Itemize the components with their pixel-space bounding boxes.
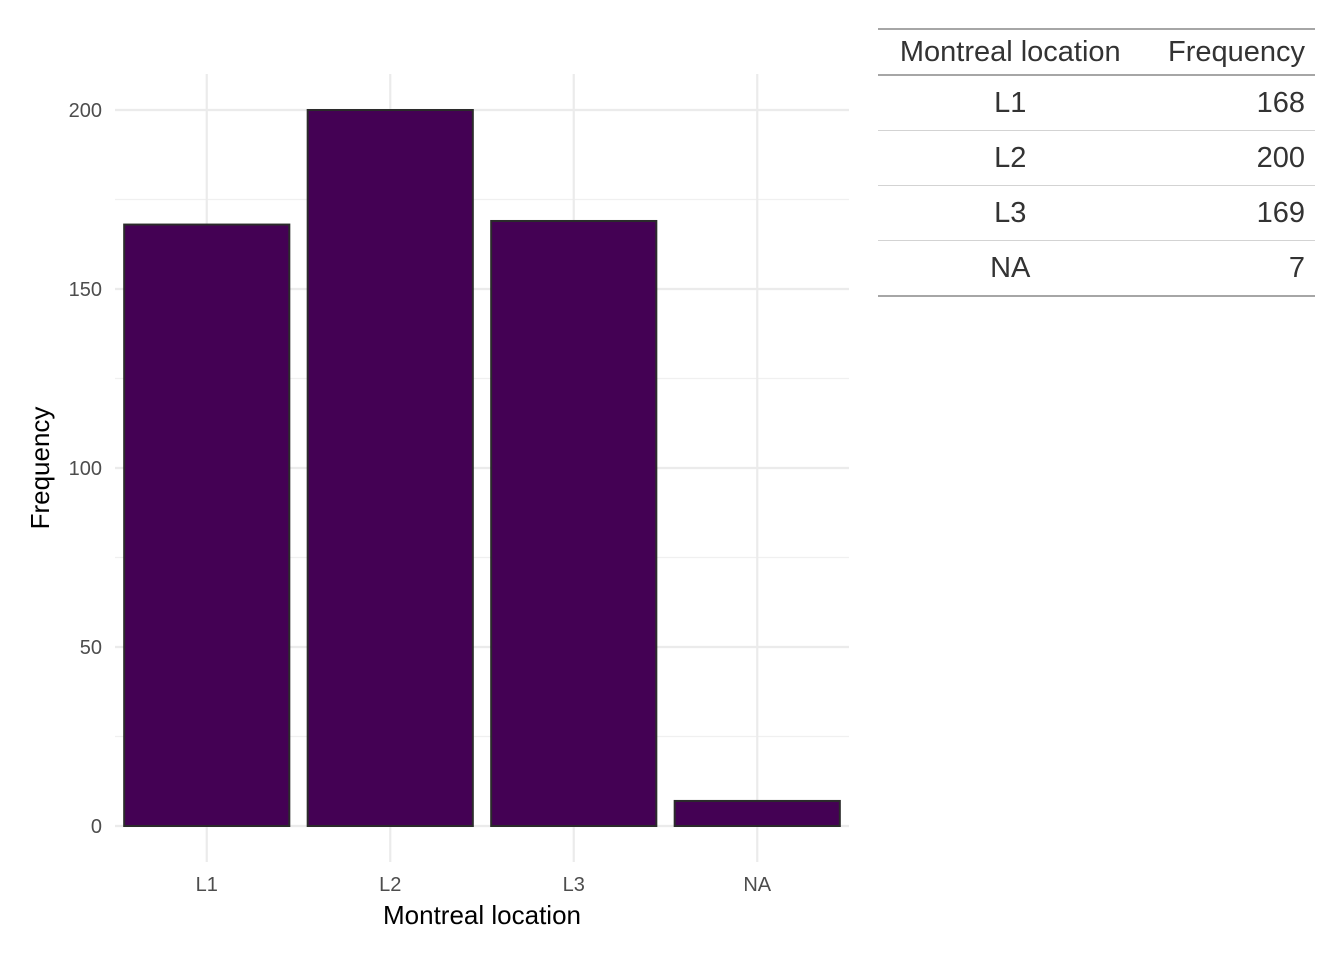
table-row: NA 7 — [878, 241, 1315, 297]
bar-l3 — [490, 219, 658, 828]
y-axis-ticks: 0 50 100 150 200 — [69, 100, 102, 838]
cell-frequency: 200 — [1142, 130, 1315, 186]
table-row: L1 168 — [878, 75, 1315, 131]
y-tick-label: 50 — [80, 637, 102, 659]
cell-frequency: 7 — [1288, 251, 1305, 284]
x-tick-label: L1 — [196, 874, 218, 896]
y-tick-label: 0 — [91, 816, 102, 838]
x-axis-title: Montreal location — [383, 900, 581, 930]
cell-location: L2 — [878, 130, 1143, 186]
x-tick-label: L2 — [379, 874, 401, 896]
cell-frequency: 168 — [1142, 75, 1315, 131]
y-tick-label: 200 — [69, 100, 102, 122]
y-tick-label: 150 — [69, 279, 102, 301]
column-header-frequency: Frequency — [1142, 29, 1315, 76]
frequency-table: Montreal location Frequency L1 168 L2 20… — [878, 28, 1315, 297]
x-tick-label: NA — [743, 874, 771, 896]
table-row: L3 169 — [878, 185, 1315, 241]
table-header-row: Montreal location Frequency — [878, 29, 1315, 76]
bar-l1 — [123, 223, 291, 827]
column-header-location: Montreal location — [878, 29, 1143, 76]
cell-frequency: 169 — [1142, 185, 1315, 241]
cell-location: L1 — [878, 75, 1143, 131]
x-axis-ticks: L1 L2 L3 NA — [196, 874, 772, 896]
y-tick-label: 100 — [69, 458, 102, 480]
bars — [123, 109, 841, 828]
y-axis-title: Frequency — [25, 407, 55, 530]
bar-na — [673, 799, 841, 828]
cell-location: L3 — [878, 185, 1143, 241]
bar-l2 — [306, 109, 474, 827]
cell-location: NA — [990, 251, 1031, 284]
x-tick-label: L3 — [563, 874, 585, 896]
table-row: L2 200 — [878, 130, 1315, 186]
